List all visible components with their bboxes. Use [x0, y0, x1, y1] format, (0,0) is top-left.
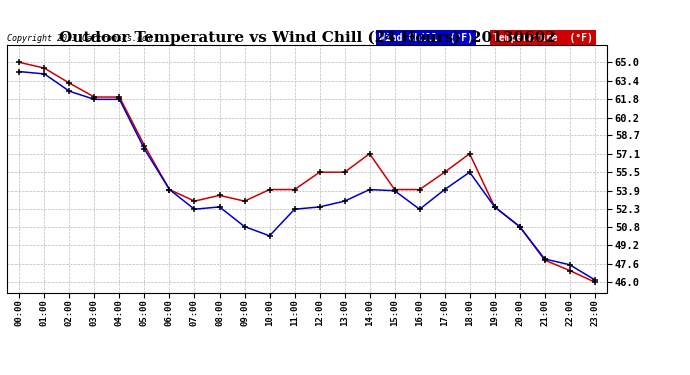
Text: Copyright 2013 Cartronics.com: Copyright 2013 Cartronics.com — [7, 33, 152, 42]
Text: Wind Chill  (°F): Wind Chill (°F) — [379, 33, 473, 42]
Text: Temperature  (°F): Temperature (°F) — [493, 33, 593, 42]
Title: Outdoor Temperature vs Wind Chill (24 Hours)  20130602: Outdoor Temperature vs Wind Chill (24 Ho… — [59, 31, 555, 45]
